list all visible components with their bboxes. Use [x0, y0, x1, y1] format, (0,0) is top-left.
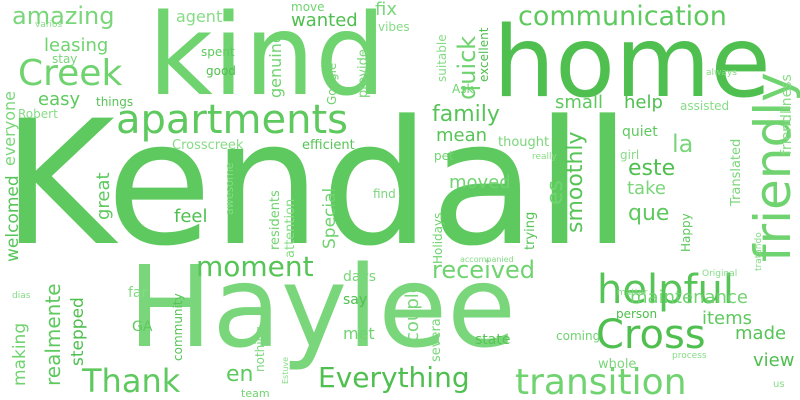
- cloud-word: making: [10, 322, 30, 386]
- cloud-word: residents: [268, 190, 283, 250]
- cloud-word: really: [532, 152, 557, 162]
- cloud-word: feel: [174, 206, 208, 227]
- cloud-word: items: [702, 308, 753, 329]
- cloud-word: tratando: [754, 232, 764, 271]
- cloud-word: Ask: [452, 82, 474, 96]
- cloud-word: community: [171, 293, 185, 361]
- cloud-word: Creek: [18, 53, 123, 94]
- cloud-word: us: [773, 379, 785, 390]
- cloud-word: everyone: [0, 91, 19, 166]
- cloud-word: coming: [556, 329, 601, 343]
- cloud-word: help: [624, 92, 663, 113]
- cloud-word: team: [241, 387, 270, 400]
- cloud-word: find: [373, 187, 396, 201]
- cloud-word: Haylee: [128, 243, 517, 373]
- cloud-word: smoothly: [563, 131, 588, 233]
- cloud-word: efficient: [302, 138, 355, 153]
- cloud-word: assisted: [680, 99, 730, 113]
- cloud-word: trying: [523, 211, 538, 250]
- cloud-word: process: [672, 351, 707, 361]
- cloud-word: girl: [620, 148, 640, 162]
- cloud-word: este: [628, 156, 676, 181]
- cloud-word: mean: [436, 125, 488, 146]
- cloud-word: Original: [702, 269, 738, 279]
- cloud-word: quiet: [622, 124, 658, 140]
- cloud-word: Translated: [729, 138, 744, 206]
- cloud-word: stepped: [68, 297, 88, 366]
- cloud-word: Thank: [82, 362, 181, 400]
- cloud-word: welcomed: [3, 175, 23, 262]
- cloud-word: good: [206, 64, 236, 78]
- cloud-word: things: [96, 95, 134, 109]
- cloud-word: GA: [132, 319, 153, 335]
- cloud-word: easy: [38, 89, 81, 110]
- cloud-word: Cross: [596, 312, 706, 358]
- cloud-word: fix: [375, 0, 397, 20]
- cloud-word: Kendall: [2, 83, 632, 284]
- cloud-word: far: [128, 285, 148, 301]
- cloud-word: genuine: [266, 33, 285, 98]
- cloud-word: agent: [176, 7, 223, 26]
- cloud-word: suitable: [435, 34, 449, 82]
- cloud-word: small: [555, 92, 603, 113]
- cloud-word: varios: [35, 20, 63, 30]
- cloud-word: provide: [356, 49, 371, 98]
- cloud-word: great: [93, 172, 114, 220]
- cloud-word: helpful: [597, 267, 735, 313]
- cloud-word: la: [672, 130, 694, 158]
- cloud-word: kind: [148, 0, 387, 121]
- cloud-word: Holidays: [431, 212, 445, 264]
- cloud-word: state: [475, 332, 511, 348]
- cloud-word: stay: [52, 52, 78, 66]
- cloud-word: several: [429, 314, 444, 362]
- cloud-word: Happy: [679, 213, 693, 252]
- cloud-word: move: [291, 0, 325, 14]
- cloud-word: accompanied: [460, 255, 514, 264]
- cloud-word: realmente: [41, 283, 65, 386]
- cloud-word: take: [627, 178, 666, 199]
- cloud-word: spent: [201, 45, 235, 59]
- cloud-word: leasing: [44, 35, 109, 56]
- cloud-word: person: [616, 307, 658, 321]
- cloud-word: pet: [434, 149, 454, 163]
- cloud-word: Robert: [18, 107, 58, 121]
- cloud-word: communication: [518, 1, 727, 32]
- cloud-word: matter: [617, 288, 648, 298]
- cloud-word: moved: [449, 172, 511, 193]
- cloud-word: Crosscreek: [172, 138, 244, 153]
- cloud-word: que: [628, 201, 670, 226]
- cloud-word: nothing: [253, 326, 267, 372]
- cloud-word: made: [735, 323, 787, 344]
- cloud-word: apartments: [116, 97, 348, 143]
- cloud-word: always: [706, 68, 737, 78]
- cloud-word: awesome: [223, 162, 236, 215]
- cloud-word: moment: [196, 250, 314, 283]
- cloud-word: couple: [402, 282, 423, 342]
- cloud-word: en: [226, 362, 254, 387]
- cloud-word: friendliness: [779, 74, 795, 155]
- cloud-word: days: [343, 269, 377, 285]
- cloud-word: received: [432, 256, 535, 284]
- cloud-word: excellent: [477, 27, 491, 82]
- cloud-word: home: [493, 6, 771, 120]
- cloud-word: maintenance: [630, 287, 748, 308]
- cloud-word: amazing: [12, 2, 115, 30]
- cloud-word: family: [432, 102, 500, 127]
- cloud-word: dias: [12, 291, 31, 301]
- cloud-word: attention: [283, 198, 298, 258]
- cloud-word: met: [343, 324, 375, 343]
- cloud-word: Everything: [318, 361, 470, 394]
- cloud-word: thought: [498, 135, 550, 150]
- cloud-word: Google: [325, 62, 339, 105]
- cloud-word: wanted: [291, 10, 358, 31]
- cloud-word: Estuve: [281, 356, 290, 384]
- cloud-word: Special: [320, 187, 340, 249]
- cloud-word: view: [753, 350, 795, 371]
- cloud-word: say: [343, 292, 368, 308]
- cloud-word: whole: [598, 357, 637, 372]
- cloud-word: vibes: [378, 20, 410, 34]
- cloud-word: transition: [515, 362, 687, 400]
